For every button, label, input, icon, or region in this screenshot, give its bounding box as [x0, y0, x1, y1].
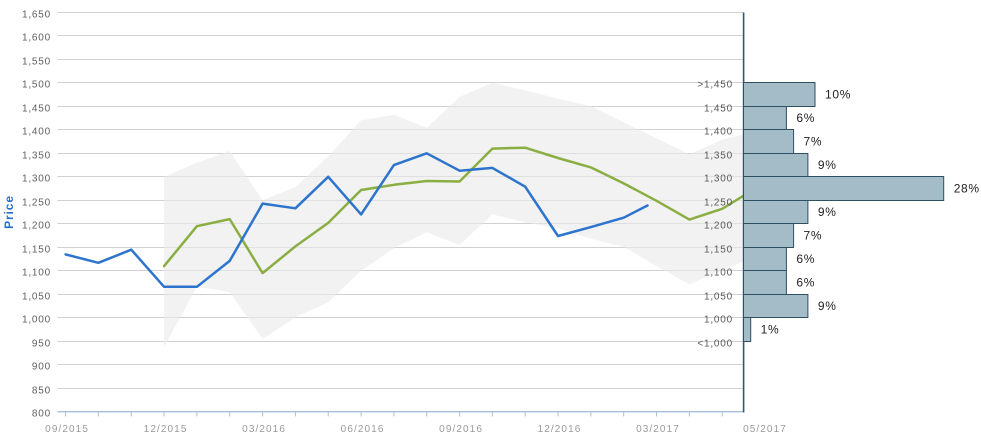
svg-text:28%: 28%	[954, 182, 980, 196]
svg-text:Price: Price	[2, 195, 16, 229]
svg-text:1,350: 1,350	[22, 151, 51, 162]
svg-text:03/2016: 03/2016	[242, 424, 286, 435]
svg-text:1,600: 1,600	[22, 33, 51, 44]
svg-text:1,450: 1,450	[22, 104, 51, 115]
svg-text:06/2016: 06/2016	[341, 424, 385, 435]
svg-text:6%: 6%	[796, 252, 815, 266]
svg-text:7%: 7%	[804, 229, 823, 243]
svg-text:1,050: 1,050	[704, 292, 733, 303]
svg-text:1,150: 1,150	[22, 245, 51, 256]
svg-text:03/2017: 03/2017	[636, 424, 680, 435]
svg-text:950: 950	[32, 339, 51, 350]
svg-text:10%: 10%	[825, 88, 851, 102]
svg-text:1,300: 1,300	[22, 174, 51, 185]
svg-text:12/2016: 12/2016	[538, 424, 582, 435]
svg-text:1,300: 1,300	[704, 174, 733, 185]
svg-text:1,150: 1,150	[704, 245, 733, 256]
svg-text:6%: 6%	[796, 111, 815, 125]
svg-text:09/2015: 09/2015	[45, 424, 89, 435]
svg-text:1,550: 1,550	[22, 57, 51, 68]
svg-text:1,650: 1,650	[22, 10, 51, 21]
svg-text:900: 900	[32, 362, 51, 373]
svg-text:1,500: 1,500	[22, 80, 51, 91]
svg-text:9%: 9%	[818, 158, 837, 172]
svg-text:9%: 9%	[818, 299, 837, 313]
svg-text:05/2017: 05/2017	[743, 424, 787, 435]
svg-text:800: 800	[32, 409, 51, 420]
svg-text:1,250: 1,250	[704, 198, 733, 209]
svg-text:7%: 7%	[804, 135, 823, 149]
svg-text:1,250: 1,250	[22, 198, 51, 209]
svg-text:1,400: 1,400	[704, 127, 733, 138]
svg-text:1,350: 1,350	[704, 151, 733, 162]
svg-text:6%: 6%	[796, 276, 815, 290]
svg-text:1,450: 1,450	[704, 104, 733, 115]
svg-text:1,100: 1,100	[22, 268, 51, 279]
svg-text:>1,450: >1,450	[697, 80, 733, 91]
svg-text:1,400: 1,400	[22, 127, 51, 138]
svg-text:1,000: 1,000	[704, 315, 733, 326]
svg-text:1,200: 1,200	[704, 221, 733, 232]
svg-text:1,200: 1,200	[22, 221, 51, 232]
svg-text:1%: 1%	[761, 323, 780, 337]
svg-text:1,000: 1,000	[22, 315, 51, 326]
svg-text:1,050: 1,050	[22, 292, 51, 303]
svg-text:09/2016: 09/2016	[439, 424, 483, 435]
svg-text:850: 850	[32, 386, 51, 397]
svg-text:9%: 9%	[818, 205, 837, 219]
svg-text:12/2015: 12/2015	[144, 424, 188, 435]
svg-text:1,100: 1,100	[704, 268, 733, 279]
svg-text:<1,000: <1,000	[697, 339, 733, 350]
